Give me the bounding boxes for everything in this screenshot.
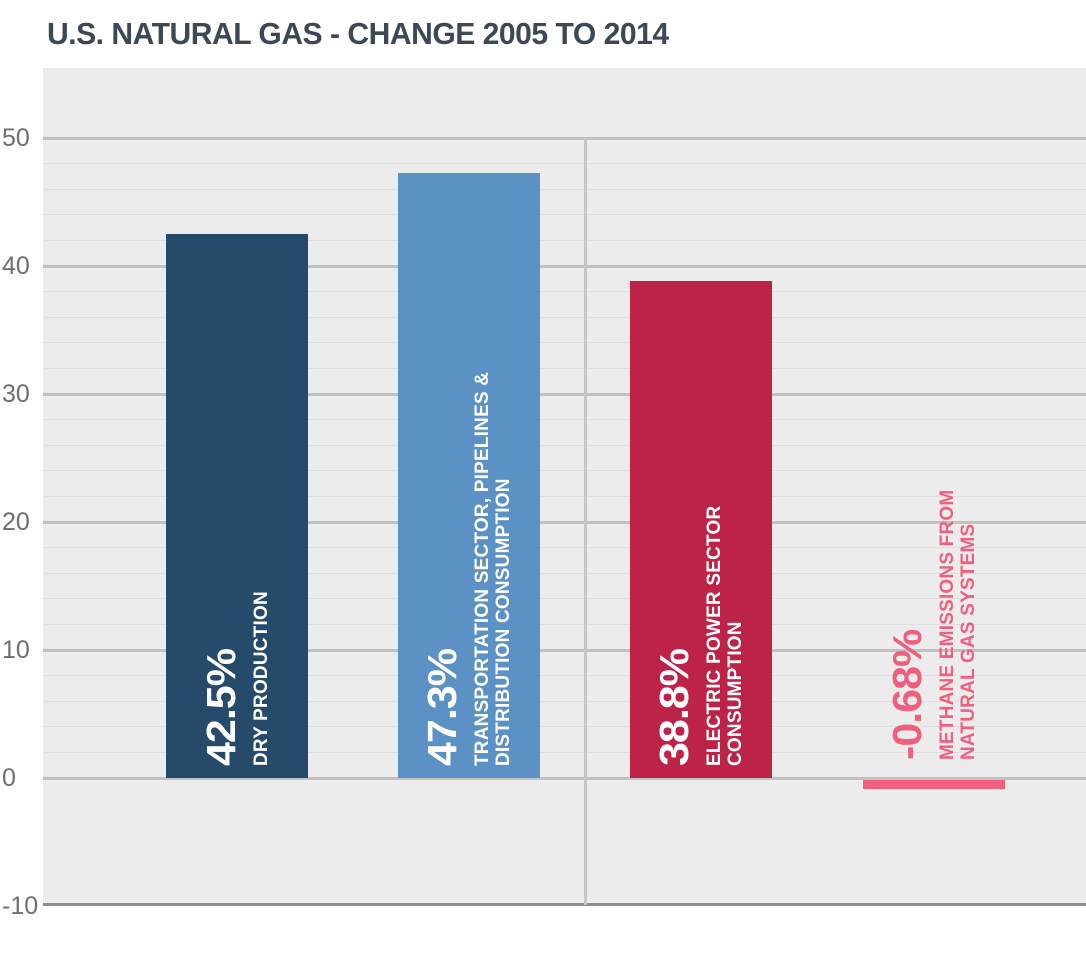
bar-value-label: -0.68%: [885, 629, 931, 760]
gridline-minor: [43, 444, 1086, 446]
bar-category-label-line: CONSUMPTION: [725, 621, 746, 767]
gridline-minor: [43, 547, 1086, 549]
y-axis-tick-label: 0: [2, 764, 16, 792]
gridline-major: [43, 648, 1086, 652]
bar-category-label-line: DRY PRODUCTION: [251, 591, 272, 766]
gridline-minor: [43, 700, 1086, 702]
gridline-minor: [43, 675, 1086, 677]
bar-label-group: 38.8% ELECTRIC POWER SECTOR CONSUMPTION: [652, 506, 746, 767]
gridline-minor: [43, 726, 1086, 728]
gridline-minor: [43, 163, 1086, 165]
y-axis-tick-label: 10: [2, 636, 30, 664]
gridline-minor: [43, 470, 1086, 472]
gridline-minor: [43, 316, 1086, 318]
gridline-major: [43, 136, 1086, 140]
bar-value-label: 47.3%: [420, 648, 466, 766]
gridline-major: [43, 520, 1086, 524]
gridline-minor: [43, 291, 1086, 293]
gridline-minor: [43, 239, 1086, 241]
bar-category-label-line: METHANE EMISSIONS FROM: [937, 489, 958, 760]
y-axis-tick-label: 40: [2, 252, 30, 280]
bar-value-label: 38.8%: [652, 649, 698, 767]
bar-value-label: 42.5%: [199, 649, 245, 766]
bar-category-label-line: TRANSPORTATION SECTOR, PIPELINES &: [472, 371, 493, 766]
gridline-major: [43, 392, 1086, 396]
gridline-major: [43, 776, 1086, 780]
x-axis-line: [43, 903, 1086, 906]
chart-title: U.S. NATURAL GAS - CHANGE 2005 TO 2014: [47, 16, 669, 51]
y-axis-tick-label: 30: [2, 380, 30, 408]
bar-category-label-line: ELECTRIC POWER SECTOR: [704, 505, 725, 767]
y-axis-tick-label: -10: [2, 892, 39, 920]
gridline-minor: [43, 598, 1086, 600]
bar-label-group: -0.68% METHANE EMISSIONS FROM NATURAL GAS …: [885, 490, 979, 760]
gridline-minor: [43, 367, 1086, 369]
bar-category-label-line: DISTRIBUTION CONSUMPTION: [493, 477, 514, 766]
gridline-minor: [43, 751, 1086, 753]
y-axis-tick-label: 50: [2, 124, 30, 152]
gridline-minor: [43, 623, 1086, 625]
y-axis-tick-label: 20: [2, 508, 30, 536]
bar-electric-power-sector: 38.8% ELECTRIC POWER SECTOR CONSUMPTION: [630, 281, 772, 779]
gridline-minor: [43, 495, 1086, 497]
bar-transportation-pipelines-distribution: 47.3% TRANSPORTATION SECTOR, PIPELINES & D…: [398, 172, 540, 778]
bar-category-label: ELECTRIC POWER SECTOR CONSUMPTION: [704, 506, 746, 766]
bar-label-group: 42.5% DRY PRODUCTION: [199, 591, 272, 766]
category-divider-line: [584, 136, 587, 905]
bar-category-label: DRY PRODUCTION: [251, 591, 272, 766]
bar-label-group: 47.3% TRANSPORTATION SECTOR, PIPELINES & D…: [420, 371, 514, 766]
bar-methane-emissions: [863, 780, 1005, 789]
bar-category-label: TRANSPORTATION SECTOR, PIPELINES & DISTRI…: [472, 371, 514, 765]
plot-area: 42.5% DRY PRODUCTION 47.3% TRANSPORTATION S…: [43, 68, 1086, 906]
gridline-minor: [43, 419, 1086, 421]
gridline-major: [43, 264, 1086, 268]
gridline-minor: [43, 572, 1086, 574]
bar-category-label: METHANE EMISSIONS FROM NATURAL GAS SYSTEM…: [937, 490, 979, 760]
bar-category-label-line: NATURAL GAS SYSTEMS: [958, 523, 979, 760]
bar-dry-production: 42.5% DRY PRODUCTION: [166, 234, 308, 778]
gridline-minor: [43, 214, 1086, 216]
gridline-minor: [43, 188, 1086, 190]
gridline-minor: [43, 342, 1086, 344]
